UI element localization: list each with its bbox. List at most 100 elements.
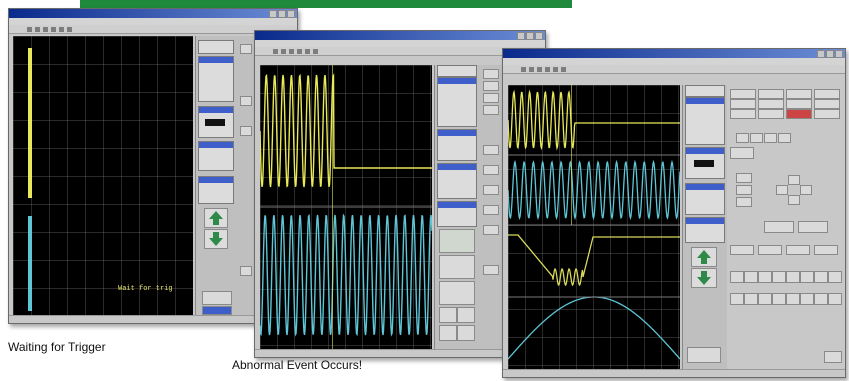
- toolbar: [255, 47, 545, 56]
- caption-waiting: Waiting for Trigger: [8, 340, 106, 354]
- scope-message: Wait for trig: [118, 285, 173, 293]
- control-key[interactable]: [758, 245, 782, 255]
- control-key[interactable]: [764, 221, 794, 233]
- control-key[interactable]: [730, 89, 756, 99]
- maximize-icon[interactable]: [526, 32, 534, 40]
- control-key[interactable]: [814, 293, 828, 305]
- toolbar-icon[interactable]: [27, 26, 32, 32]
- ch1-trace: [508, 89, 680, 151]
- control-key[interactable]: [828, 293, 842, 305]
- control-key[interactable]: [788, 195, 800, 205]
- toolbar-icon[interactable]: [561, 66, 566, 72]
- control-key[interactable]: [736, 173, 752, 183]
- window-abnormal: [254, 30, 546, 358]
- toolbar-icon[interactable]: [273, 48, 278, 54]
- status-bar: [9, 315, 297, 323]
- ch2-trace: [260, 213, 432, 337]
- control-key[interactable]: [758, 99, 784, 109]
- control-key[interactable]: [772, 293, 786, 305]
- control-key[interactable]: [800, 293, 814, 305]
- toolbar-icon[interactable]: [43, 26, 48, 32]
- window-analysis: [502, 48, 846, 378]
- ch2-level-bar: [28, 216, 32, 311]
- control-key[interactable]: [758, 271, 772, 283]
- control-key[interactable]: [814, 271, 828, 283]
- maximize-icon[interactable]: [278, 10, 286, 18]
- maximize-icon[interactable]: [826, 50, 834, 58]
- down-arrow-icon[interactable]: [204, 229, 228, 249]
- toolbar-icon[interactable]: [67, 26, 72, 32]
- toolbar-icon[interactable]: [289, 48, 294, 54]
- toolbar-icon[interactable]: [529, 66, 534, 72]
- control-key[interactable]: [798, 221, 828, 233]
- control-key[interactable]: [744, 271, 758, 283]
- control-key[interactable]: [786, 89, 812, 99]
- title-bar: [255, 31, 545, 40]
- toolbar-icon[interactable]: [545, 66, 550, 72]
- toolbar-icon[interactable]: [59, 26, 64, 32]
- control-key[interactable]: [758, 89, 784, 99]
- control-key[interactable]: [814, 89, 840, 99]
- ch4-trace: [508, 296, 680, 360]
- minimize-icon[interactable]: [517, 32, 525, 40]
- control-key[interactable]: [814, 245, 838, 255]
- control-key[interactable]: [778, 133, 791, 143]
- control-key[interactable]: [730, 245, 754, 255]
- control-key[interactable]: [788, 175, 800, 185]
- control-key[interactable]: [814, 109, 840, 119]
- minimize-icon[interactable]: [269, 10, 277, 18]
- control-key[interactable]: [730, 293, 744, 305]
- toolbar-icon[interactable]: [51, 26, 56, 32]
- toolbar-icon[interactable]: [297, 48, 302, 54]
- close-icon[interactable]: [287, 10, 295, 18]
- control-key[interactable]: [828, 271, 842, 283]
- control-key[interactable]: [776, 185, 788, 195]
- control-key[interactable]: [786, 293, 800, 305]
- ch1-level-bar: [28, 48, 32, 198]
- control-key[interactable]: [736, 197, 752, 207]
- scope-waveform: [508, 85, 680, 360]
- control-key[interactable]: [730, 99, 756, 109]
- toolbar-icon[interactable]: [305, 48, 310, 54]
- toolbar-icon[interactable]: [553, 66, 558, 72]
- control-key[interactable]: [736, 133, 749, 143]
- control-key[interactable]: [764, 133, 777, 143]
- ch2-trace: [508, 159, 680, 221]
- scope-waveform: Wait for trig: [28, 48, 173, 311]
- control-key[interactable]: [824, 351, 842, 363]
- control-key[interactable]: [758, 293, 772, 305]
- menu-bar: [503, 58, 845, 65]
- control-key[interactable]: [786, 271, 800, 283]
- control-key[interactable]: [750, 133, 763, 143]
- control-key[interactable]: [730, 271, 744, 283]
- control-key[interactable]: [786, 109, 812, 119]
- control-key[interactable]: [800, 271, 814, 283]
- up-arrow-icon[interactable]: [204, 208, 228, 228]
- up-arrow-icon[interactable]: [691, 247, 717, 267]
- control-key[interactable]: [758, 109, 784, 119]
- status-bar: [255, 349, 545, 357]
- toolbar-icon[interactable]: [35, 26, 40, 32]
- control-key[interactable]: [786, 99, 812, 109]
- top-banner: [80, 0, 572, 8]
- menu-bar: [255, 40, 545, 47]
- control-key[interactable]: [744, 293, 758, 305]
- control-key[interactable]: [730, 147, 754, 159]
- close-icon[interactable]: [835, 50, 843, 58]
- toolbar-icon[interactable]: [313, 48, 318, 54]
- down-arrow-icon[interactable]: [691, 268, 717, 288]
- title-bar: [9, 9, 297, 18]
- toolbar-icon[interactable]: [281, 48, 286, 54]
- toolbar: [9, 25, 297, 34]
- close-icon[interactable]: [535, 32, 543, 40]
- control-key[interactable]: [736, 185, 752, 195]
- toolbar-icon[interactable]: [537, 66, 542, 72]
- control-key[interactable]: [814, 99, 840, 109]
- minimize-icon[interactable]: [817, 50, 825, 58]
- control-key[interactable]: [730, 109, 756, 119]
- control-key[interactable]: [772, 271, 786, 283]
- control-key[interactable]: [786, 245, 810, 255]
- ch1-trace: [260, 73, 432, 188]
- control-key[interactable]: [800, 185, 812, 195]
- toolbar-icon[interactable]: [521, 66, 526, 72]
